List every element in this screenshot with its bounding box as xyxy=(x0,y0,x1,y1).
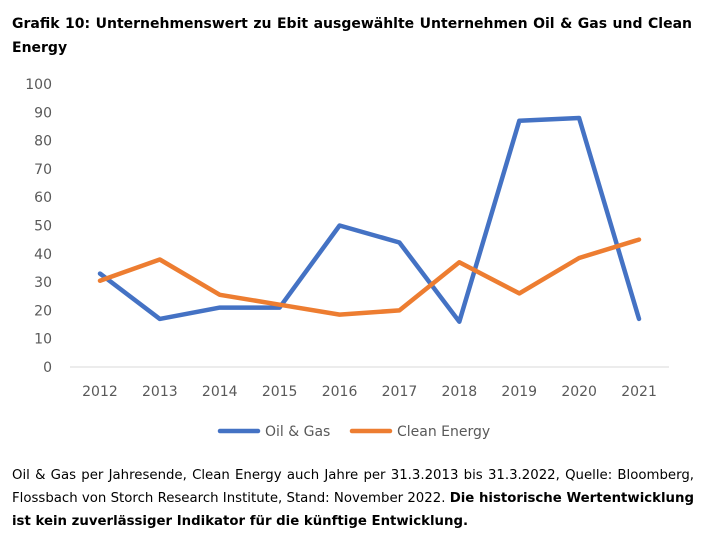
x-tick-label: 2014 xyxy=(202,384,238,400)
y-tick-label: 90 xyxy=(34,105,52,121)
x-tick-label: 2013 xyxy=(142,384,178,400)
legend: Oil & Gas Clean Energy xyxy=(217,424,490,440)
footnote-text: Oil & Gas per Jahresende, Clean Energy a… xyxy=(12,468,694,506)
x-tick-label: 2021 xyxy=(621,384,657,400)
x-tick-label: 2016 xyxy=(322,384,358,400)
legend-label: Oil & Gas xyxy=(265,424,330,440)
y-tick-label: 50 xyxy=(34,219,52,235)
footnote-disclaimer: Die historische Wertentwicklung ist kein… xyxy=(12,491,694,529)
legend-label: Clean Energy xyxy=(397,424,490,440)
x-tick-label: 2020 xyxy=(561,384,597,400)
y-tick-label: 100 xyxy=(25,77,52,93)
x-axis-tick-labels: 2012 2013 2014 2015 2016 2017 2018 2019 2020 2021 xyxy=(82,384,657,400)
x-tick-label: 2017 xyxy=(382,384,418,400)
y-tick-label: 60 xyxy=(34,190,52,206)
chart-title: Grafik 10: Unternehmenswert zu Ebit ausg… xyxy=(12,16,692,56)
x-tick-label: 2019 xyxy=(501,384,537,400)
y-tick-label: 0 xyxy=(43,360,52,376)
y-tick-label: 10 xyxy=(34,332,52,348)
y-tick-label: 30 xyxy=(34,275,52,291)
series-line-clean-energy xyxy=(97,237,642,317)
footnote: Oil & Gas per Jahresende, Clean Energy a… xyxy=(12,464,694,533)
series-lines xyxy=(97,115,642,324)
x-tick-label: 2015 xyxy=(262,384,298,400)
series-line-oil-gas xyxy=(97,115,642,324)
y-tick-label: 20 xyxy=(34,303,52,319)
y-axis-tick-labels: 0 10 20 30 40 50 60 70 80 90 100 xyxy=(25,77,52,376)
x-tick-label: 2012 xyxy=(82,384,118,400)
x-tick-label: 2018 xyxy=(442,384,478,400)
y-tick-label: 40 xyxy=(34,247,52,263)
y-tick-label: 70 xyxy=(34,162,52,178)
y-tick-label: 80 xyxy=(34,134,52,150)
